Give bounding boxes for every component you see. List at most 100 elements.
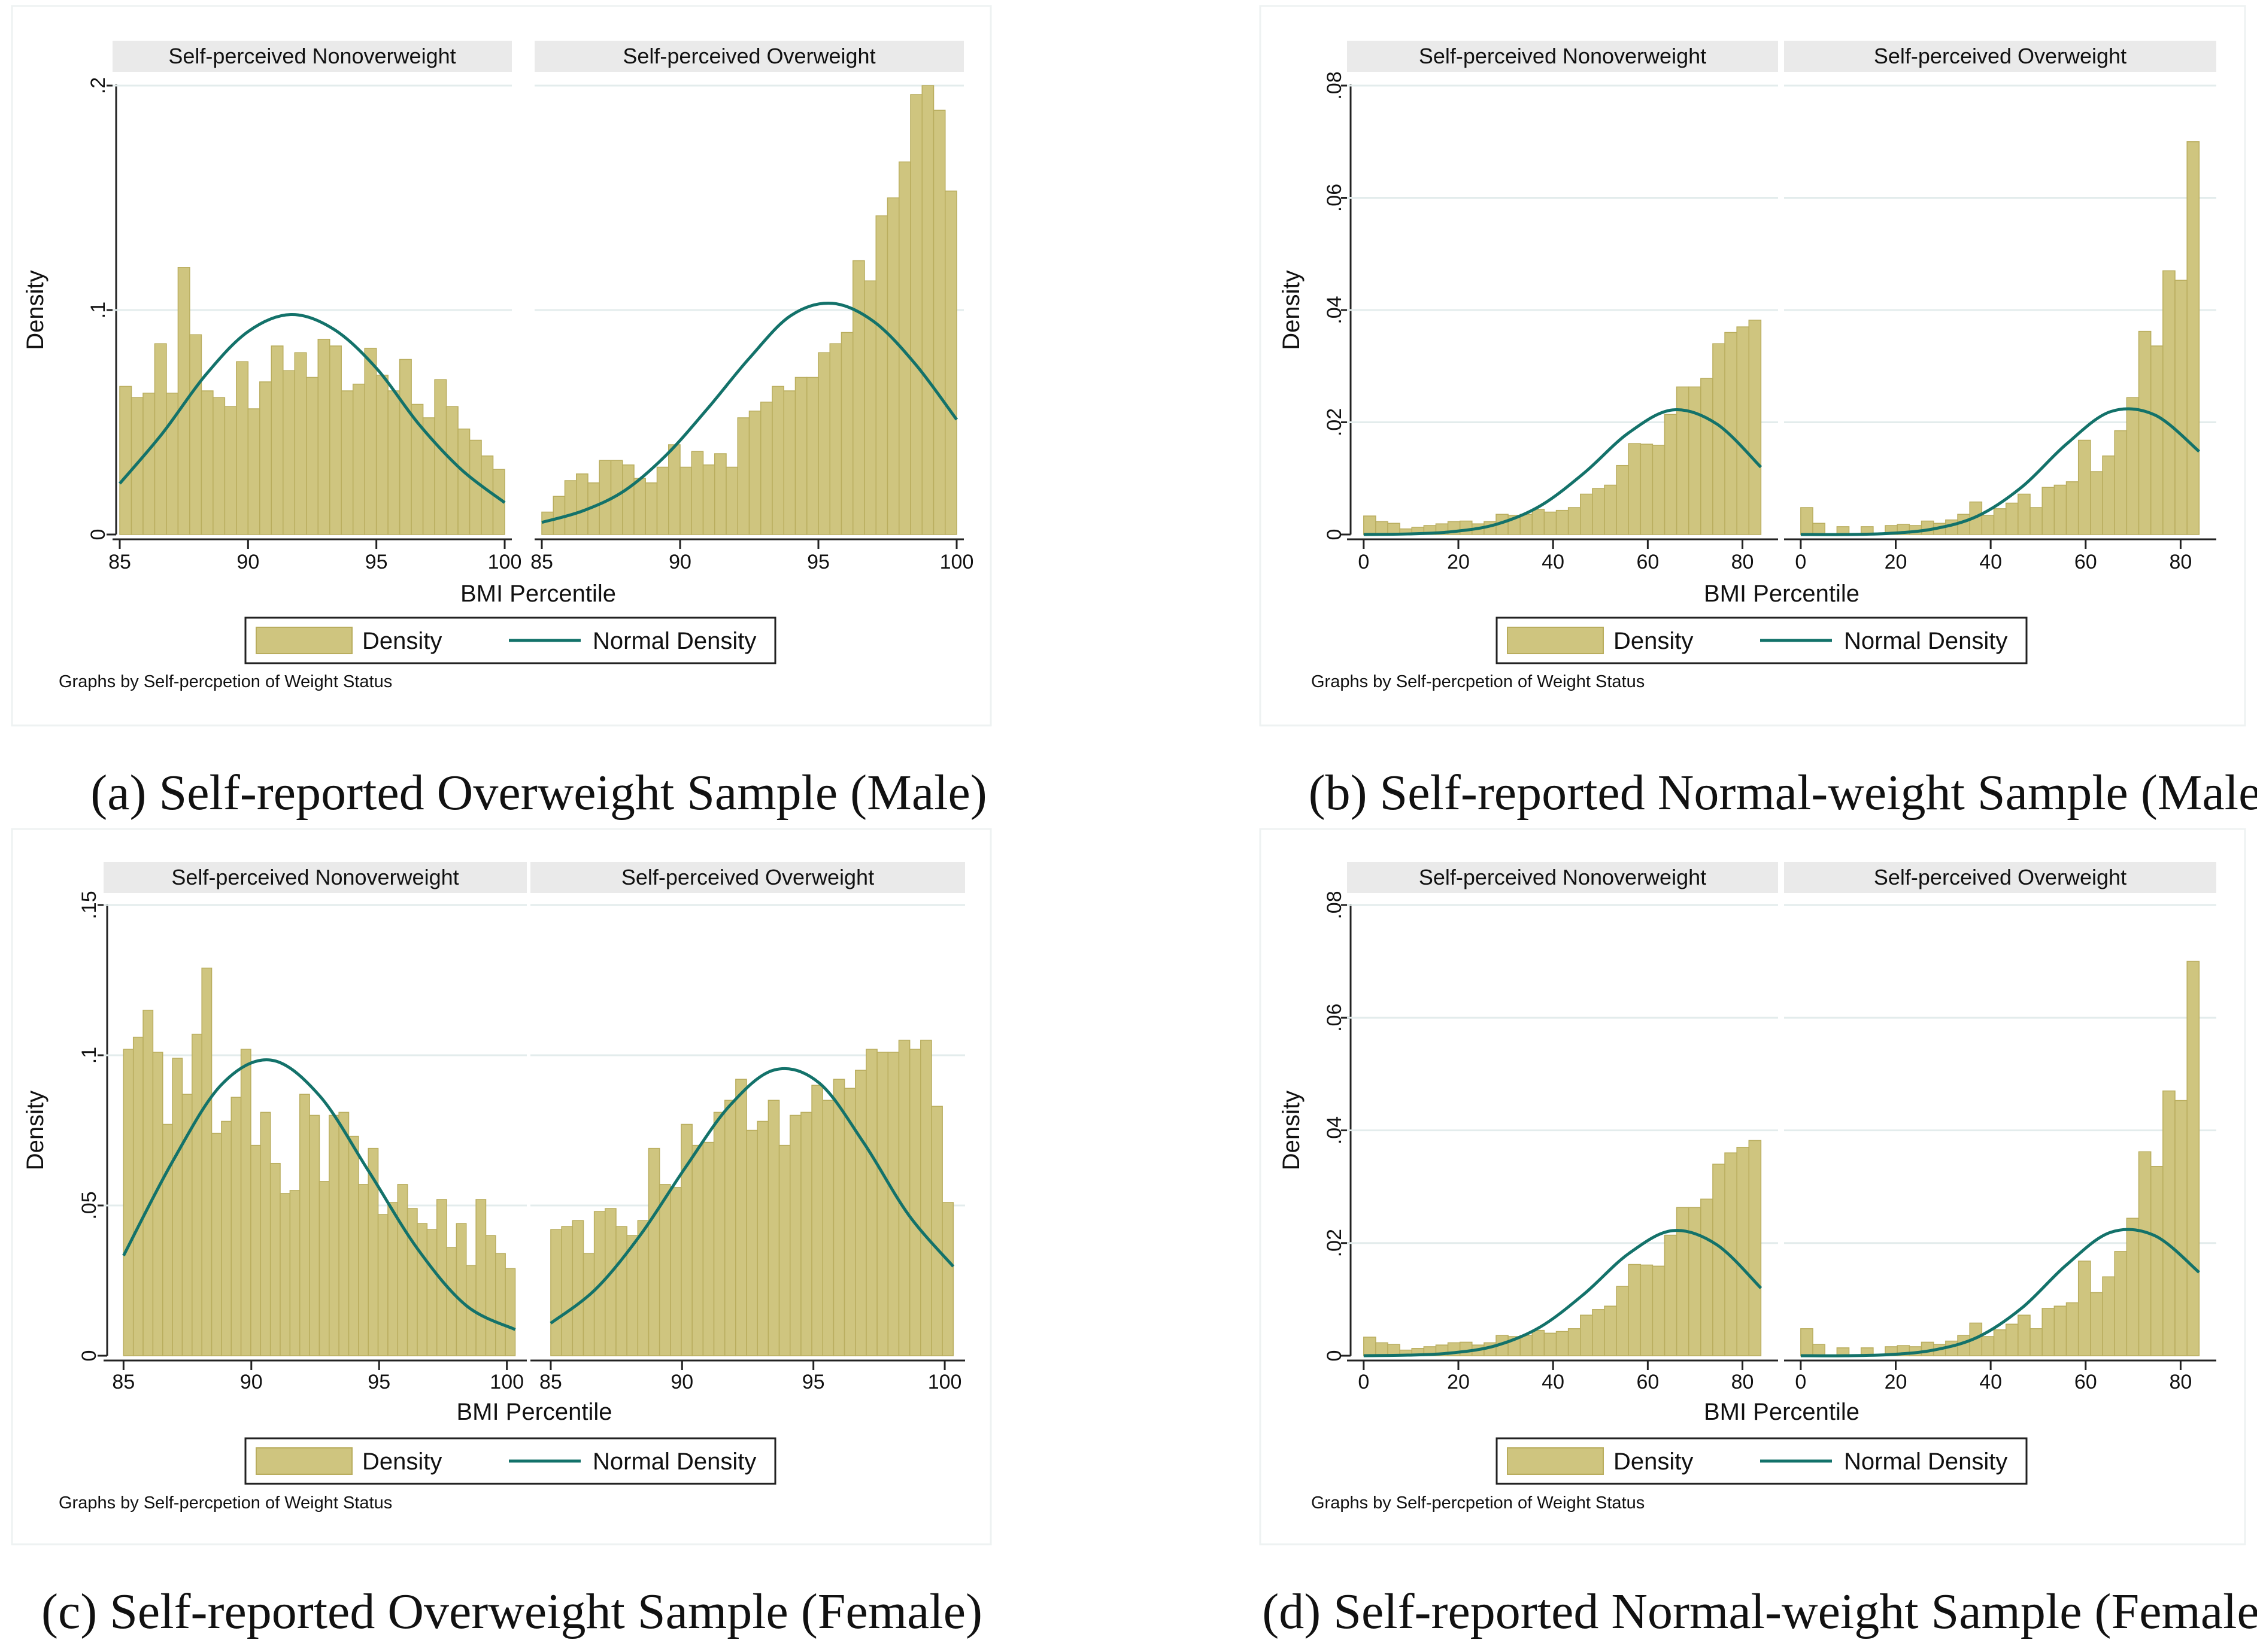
histogram-bar — [713, 1112, 726, 1356]
histogram-bar — [1459, 1341, 1473, 1356]
histogram-bar — [2114, 430, 2128, 535]
histogram-bar — [1700, 1198, 1713, 1356]
y-tick-label: 0 — [78, 1350, 101, 1362]
histogram-bar — [1981, 515, 1995, 535]
histogram-bar — [1616, 464, 1629, 535]
histogram-bar — [224, 406, 237, 535]
legend-label-density: Density — [362, 628, 442, 654]
histogram-bar — [564, 480, 577, 535]
x-tick-label: 60 — [2074, 551, 2097, 573]
x-tick-label: 0 — [1358, 1371, 1369, 1393]
x-tick-label: 0 — [1795, 551, 1806, 573]
histogram-bar — [445, 406, 459, 535]
histogram-bar — [735, 1079, 747, 1356]
histogram-bar — [2114, 1251, 2128, 1356]
x-tick-label: 90 — [240, 1371, 263, 1393]
histogram-bar — [1567, 507, 1581, 535]
histogram-bar — [329, 345, 342, 535]
legend-label-normal: Normal Density — [1844, 1448, 2007, 1475]
histogram-bar — [702, 464, 715, 535]
histogram-bar — [1981, 1336, 1995, 1356]
histogram-bar — [1555, 509, 1569, 535]
y-tick-label: .04 — [1323, 296, 1346, 324]
histogram-bar — [2174, 280, 2188, 535]
histogram-bar — [348, 1135, 359, 1356]
histogram-bar — [1363, 1337, 1376, 1356]
histogram-bar — [213, 397, 226, 535]
histogram-bar — [1736, 326, 1750, 535]
facet-overweight: Self-perceived Overweight 0 20 40 60 80 — [1784, 41, 2216, 573]
legend-swatch-density — [256, 1447, 353, 1475]
histogram-bar — [341, 390, 354, 535]
facet-nonoverweight: Self-perceived Nonoverweight 0 20 40 60 80 — [1347, 41, 1778, 573]
legend-label-normal: Normal Density — [1844, 628, 2007, 654]
histogram-bar — [760, 402, 773, 535]
histogram-bar — [1616, 1286, 1629, 1356]
histogram-bar — [364, 348, 377, 535]
histogram-bar — [1688, 1207, 1701, 1356]
legend: Density Normal Density — [1495, 617, 2028, 664]
facet-strip — [530, 862, 965, 893]
y-axis-label: Density — [1278, 1091, 1305, 1170]
histogram-bar — [757, 1120, 769, 1356]
histogram-bar — [172, 1058, 183, 1356]
legend-label-density: Density — [1613, 1448, 1693, 1475]
y-tick-label: .05 — [78, 1191, 101, 1219]
histogram-bar — [1736, 1146, 1750, 1356]
x-tick-label: 85 — [539, 1371, 562, 1393]
normal-density-curve — [1800, 407, 2200, 536]
histogram-bar — [417, 1223, 428, 1356]
histogram-bar — [2186, 961, 2200, 1356]
histogram-bar — [1531, 509, 1545, 535]
histogram-bar — [622, 464, 635, 535]
legend: Density Normal Density — [244, 617, 776, 664]
histogram-bar — [269, 1162, 281, 1356]
x-tick-label: 85 — [530, 551, 553, 573]
facet-overweight: Self-perceived Overweight 85 90 95 100 — [530, 862, 965, 1393]
graphs-by-note: Graphs by Self-percpetion of Weight Stat… — [1311, 672, 1645, 691]
x-tick-label: 40 — [1979, 551, 2002, 573]
histogram-bar — [230, 1097, 242, 1356]
histogram-bar — [481, 455, 494, 535]
x-tick-label: 90 — [671, 1371, 693, 1393]
graphs-by-note: Graphs by Self-percpetion of Weight Stat… — [1311, 1493, 1645, 1513]
histogram-bar — [1543, 1332, 1557, 1356]
x-tick-label: 95 — [365, 551, 388, 573]
histogram-bar — [772, 385, 784, 535]
x-tick-label: 95 — [807, 551, 830, 573]
histogram-bar — [1652, 445, 1666, 535]
histogram-bar — [945, 190, 957, 535]
facet-title: Self-perceived Nonoverweight — [171, 865, 459, 889]
histogram-bar — [306, 376, 318, 535]
histogram-bar — [921, 85, 935, 535]
panel-b-caption: (b) Self-reported Normal-weight Sample (… — [1309, 765, 2257, 821]
normal-density-curve — [119, 312, 506, 504]
histogram-bar — [240, 1049, 251, 1356]
histogram-bar — [2041, 487, 2055, 535]
histogram-bar — [561, 1226, 574, 1356]
histogram-bar — [670, 1187, 682, 1356]
histogram-bar — [162, 1123, 173, 1356]
histogram-bar — [920, 1040, 932, 1356]
histogram-bar — [457, 429, 471, 535]
histogram-bar — [866, 1049, 878, 1356]
histogram-bar — [485, 1235, 496, 1356]
histogram-bar — [1812, 1344, 1825, 1356]
histogram-bar — [280, 1193, 291, 1356]
x-tick-label: 0 — [1795, 1371, 1806, 1393]
histogram-bar — [2030, 1328, 2043, 1356]
histogram-bar — [659, 1184, 671, 1356]
histogram-bar — [1993, 508, 2007, 535]
y-tick-label: .06 — [1323, 184, 1346, 212]
histogram-bar — [1664, 1234, 1677, 1356]
legend-label-normal: Normal Density — [593, 628, 756, 654]
histogram-bar — [829, 343, 842, 535]
legend-swatch-density — [1507, 627, 1604, 654]
y-tick-label: .1 — [87, 302, 110, 318]
facet-nonoverweight: Self-perceived Nonoverweight 0 20 40 60 80 — [1347, 862, 1778, 1393]
x-tick-label: 0 — [1358, 551, 1369, 573]
x-tick-label: 60 — [1636, 551, 1659, 573]
x-tick-label: 80 — [2169, 551, 2192, 573]
x-tick-label: 40 — [1542, 551, 1564, 573]
